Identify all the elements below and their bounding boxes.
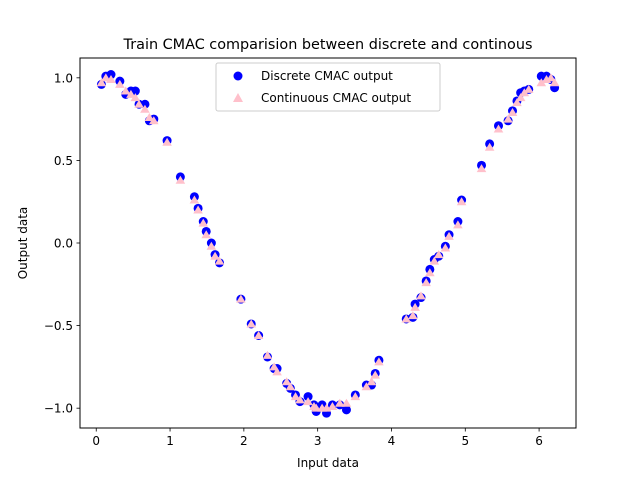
data-point [106,70,116,80]
data-point [433,250,444,259]
plot-area [96,70,560,418]
data-point [130,93,141,102]
data-point [444,231,454,240]
legend-marker-discrete [233,71,243,81]
axis-ticks: 0 1 2 3 4 5 6 −1.0 −0.5 0.0 0.5 1.0 [44,71,543,448]
data-point [214,256,225,265]
data-point [201,230,212,239]
data-point [341,405,351,415]
data-point [549,78,560,87]
x-tick-label: 1 [166,434,174,448]
y-tick-label: 1.0 [54,71,73,85]
data-point [144,112,155,121]
data-point [507,108,518,117]
data-point [523,84,534,93]
data-point [120,86,131,95]
data-point [327,402,338,411]
data-point [408,311,418,320]
legend-frame [215,62,441,112]
x-axis-label: Input data [297,456,359,470]
data-point [421,278,431,287]
data-point [193,205,203,214]
data-point [281,377,292,386]
data-point [162,137,172,146]
data-point [361,382,372,391]
data-point [130,86,140,96]
data-point [493,124,504,133]
data-point [484,142,495,151]
data-point [546,73,556,82]
data-point [236,294,246,303]
data-point [96,78,107,87]
x-tick-label: 4 [388,434,396,448]
legend: Discrete CMAC output Continuous CMAC out… [215,62,441,112]
x-tick-label: 3 [314,434,322,448]
data-point [101,73,111,82]
data-point [341,398,352,407]
legend-label-continuous: Continuous CMAC output [261,91,411,105]
data-point [198,218,209,227]
data-point [456,197,467,206]
x-tick-label: 0 [92,434,100,448]
legend-marker-continuous [233,93,243,102]
data-point [410,302,420,311]
data-point [149,116,159,125]
data-point [476,164,487,173]
data-point [453,220,463,229]
data-point [515,93,526,102]
y-tick-label: 0.5 [54,154,73,168]
chart-title: Train CMAC comparision between discrete … [123,37,533,53]
data-point [134,99,144,108]
data-point [189,195,200,204]
y-tick-label: −1.0 [44,402,73,416]
data-point [440,243,451,252]
data-point [303,392,313,402]
data-point [272,367,282,376]
data-point [175,175,186,184]
data-point [366,377,377,386]
data-point [503,114,513,123]
legend-label-discrete: Discrete CMAC output [261,69,393,83]
data-point [295,395,305,404]
data-point [246,319,257,328]
data-point [536,78,547,87]
data-point [210,251,220,260]
data-point [374,357,384,366]
data-point [206,241,217,250]
data-point [290,392,301,401]
data-point [350,392,361,401]
data-point [285,382,296,391]
data-point [416,291,426,300]
x-tick-label: 6 [535,434,543,448]
data-point [370,370,381,379]
x-tick-label: 5 [461,434,469,448]
data-point [106,74,116,83]
data-point [140,104,150,113]
data-point [115,79,125,88]
y-tick-label: −0.5 [44,319,73,333]
data-point [262,350,273,359]
data-point [429,256,440,265]
data-point [303,397,313,406]
data-point [335,398,345,407]
data-point [425,268,435,277]
data-point [512,98,522,107]
data-point [126,89,136,98]
data-point [519,88,530,97]
x-tick-label: 2 [240,434,248,448]
data-point [401,314,412,323]
y-tick-label: 0.0 [54,237,73,251]
data-point [253,331,264,339]
series-continuous [96,73,560,412]
y-axis-label: Output data [16,207,30,280]
